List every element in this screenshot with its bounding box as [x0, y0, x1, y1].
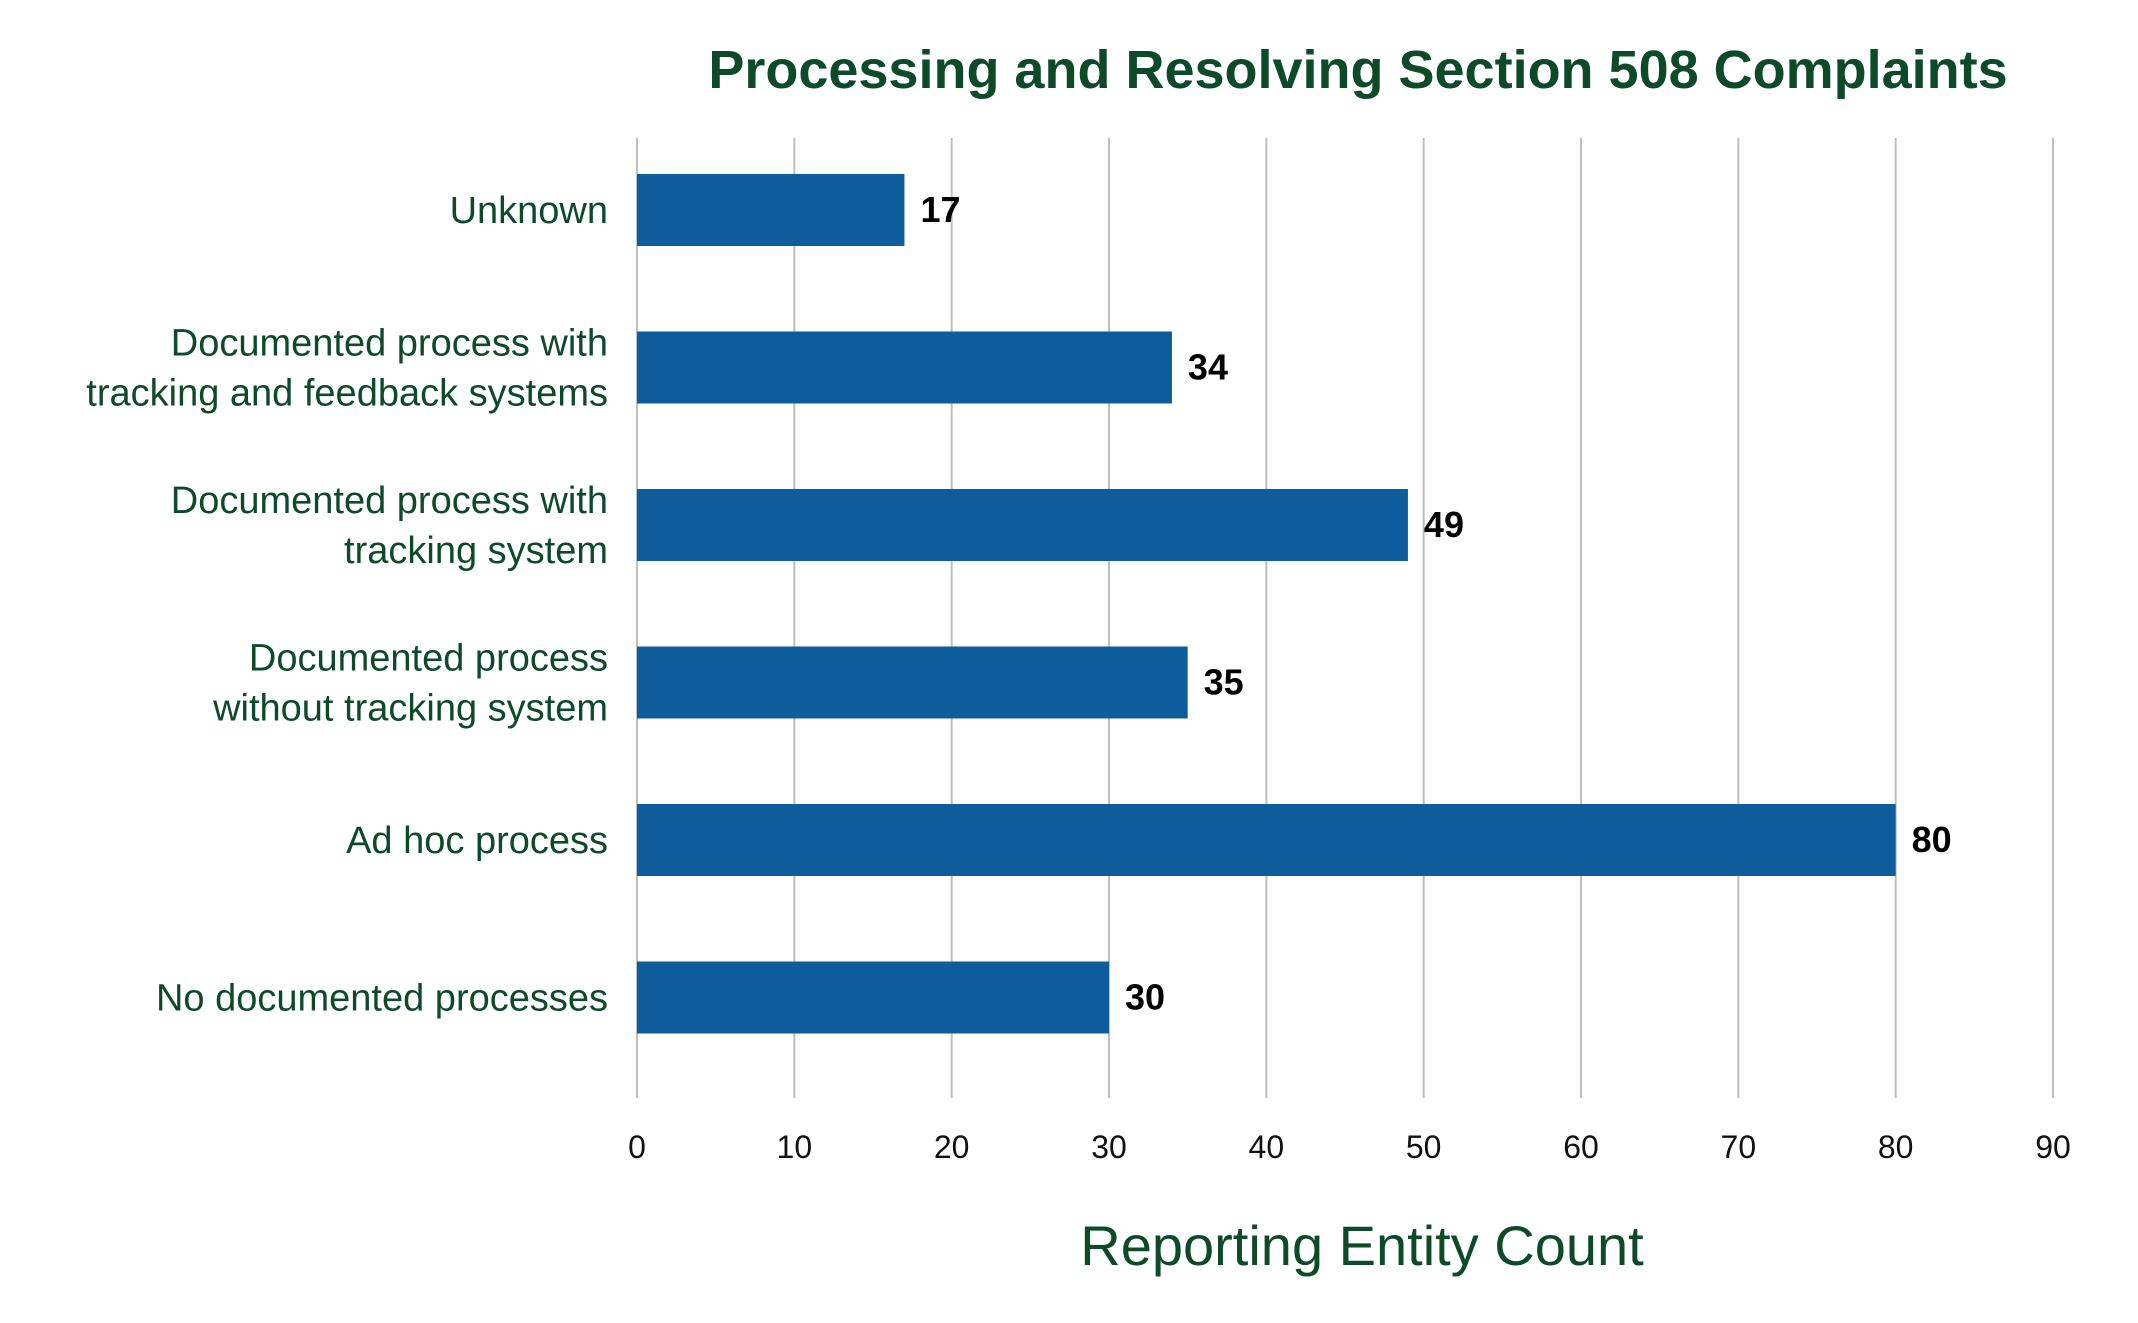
- category-label-4: Documented process without tracking syste…: [212, 638, 608, 730]
- value-label-4: 35: [1204, 662, 1244, 703]
- x-tick-label-80: 80: [1878, 1129, 1914, 1165]
- category-label-2: Documented process with tracking and feed…: [86, 323, 608, 415]
- x-axis-ticks: 0 10 20 30 40 50 60 70 80 90: [628, 1129, 2071, 1165]
- value-label-1: 17: [920, 189, 960, 230]
- x-tick-label-0: 0: [628, 1129, 646, 1165]
- grid-lines: [636, 138, 2054, 1098]
- bar-1: [637, 174, 905, 246]
- bar-4: [637, 646, 1188, 719]
- x-tick-label-90: 90: [2035, 1129, 2071, 1165]
- category-label-3: Documented process with tracking system: [171, 480, 608, 572]
- bar-5: [637, 804, 1896, 876]
- category-label-1: Unknown: [450, 190, 608, 232]
- x-tick-label-20: 20: [934, 1129, 970, 1165]
- x-tick-label-50: 50: [1406, 1129, 1442, 1165]
- category-label-5: Ad hoc process: [346, 820, 608, 862]
- bar-2: [637, 331, 1172, 404]
- value-label-3: 49: [1424, 504, 1464, 545]
- x-tick-label-30: 30: [1091, 1129, 1127, 1165]
- x-tick-label-40: 40: [1249, 1129, 1285, 1165]
- value-label-6: 30: [1125, 977, 1165, 1018]
- x-tick-label-10: 10: [777, 1129, 813, 1165]
- category-label-6: No documented processes: [156, 978, 608, 1020]
- bar-3: [637, 489, 1408, 561]
- x-tick-label-60: 60: [1563, 1129, 1599, 1165]
- x-tick-label-70: 70: [1721, 1129, 1757, 1165]
- chart-title: Processing and Resolving Section 508 Com…: [708, 40, 2007, 100]
- category-labels: Unknown Documented process with tracking a…: [86, 190, 608, 1020]
- x-axis-title: Reporting Entity Count: [1080, 1214, 1644, 1277]
- value-label-2: 34: [1188, 347, 1228, 388]
- value-label-5: 80: [1912, 819, 1952, 860]
- bars: [637, 174, 1896, 1034]
- bar-6: [637, 961, 1109, 1034]
- value-labels: 17 34 49 35 80 30: [920, 189, 1951, 1018]
